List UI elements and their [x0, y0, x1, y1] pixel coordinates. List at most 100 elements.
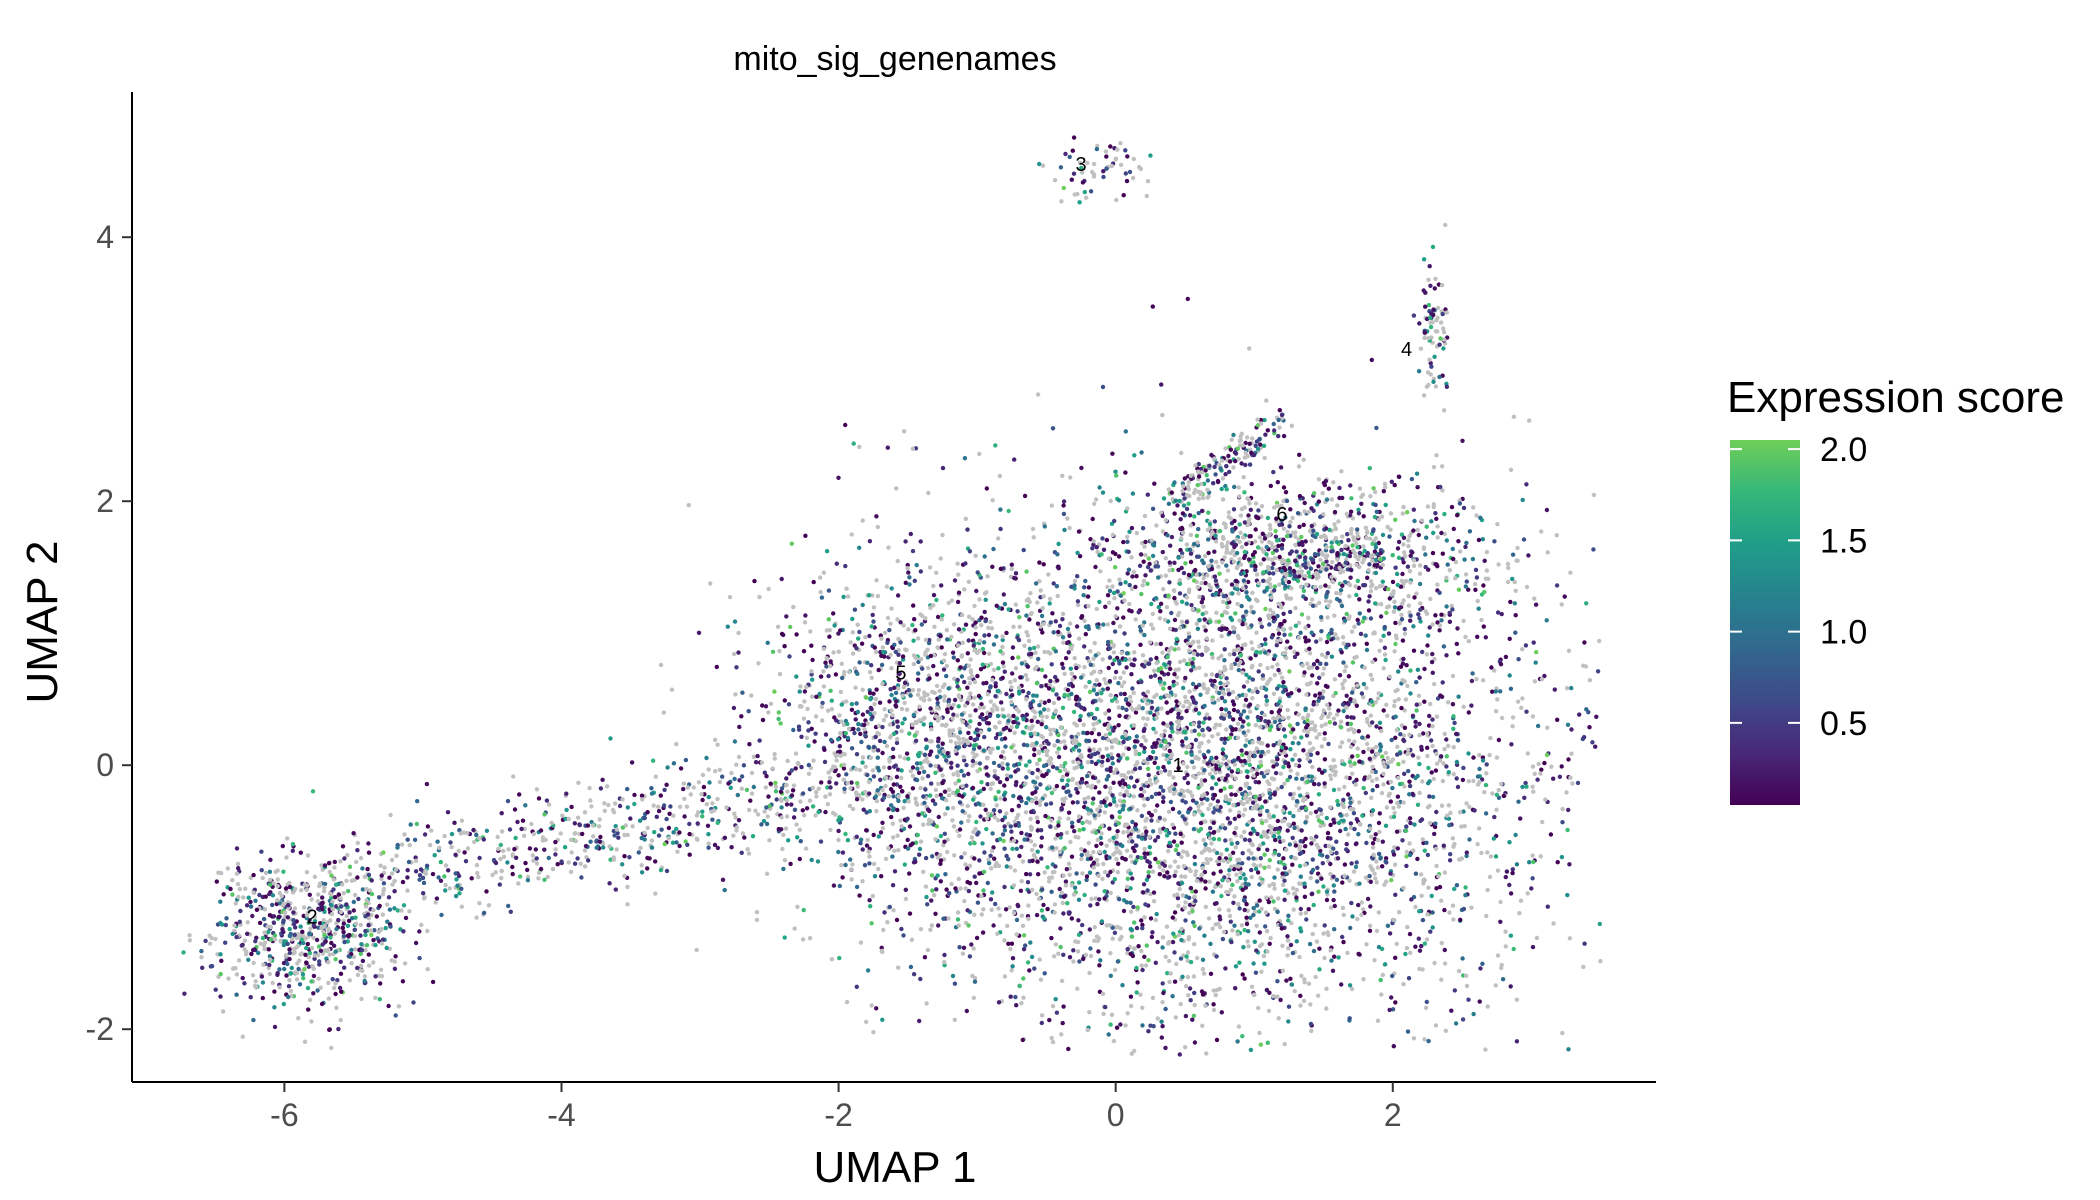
data-point	[1294, 803, 1299, 808]
data-point	[854, 701, 859, 706]
data-point	[1076, 897, 1082, 902]
data-point	[1441, 644, 1447, 649]
data-point	[1350, 771, 1355, 776]
data-point	[1183, 1045, 1188, 1050]
data-point	[1274, 643, 1280, 648]
data-point	[1365, 734, 1371, 739]
data-point	[1354, 841, 1359, 846]
data-point	[1110, 761, 1116, 766]
data-point	[1167, 979, 1172, 985]
data-point	[952, 981, 958, 986]
data-point	[1244, 738, 1250, 743]
data-point	[1532, 596, 1537, 601]
data-point	[1495, 953, 1501, 958]
data-point	[1275, 994, 1280, 999]
data-point	[1061, 665, 1066, 671]
data-point	[1224, 727, 1229, 732]
data-point	[1013, 602, 1018, 607]
data-point	[1438, 693, 1443, 698]
data-point	[1189, 752, 1195, 757]
data-point	[1075, 986, 1080, 991]
data-point	[1360, 735, 1365, 740]
data-point	[1227, 820, 1233, 825]
data-point	[850, 862, 855, 867]
data-point	[1226, 692, 1232, 697]
data-point	[1236, 802, 1241, 807]
data-point	[1064, 830, 1070, 835]
data-point	[1086, 811, 1091, 816]
data-point	[1117, 624, 1123, 629]
data-point	[1217, 925, 1223, 930]
data-point	[1224, 544, 1229, 549]
data-point	[1234, 657, 1240, 663]
data-point	[1246, 856, 1251, 861]
data-point	[1071, 759, 1076, 764]
data-point	[1456, 651, 1461, 656]
data-point	[1246, 579, 1251, 585]
data-point	[1001, 838, 1006, 844]
data-point	[1334, 877, 1340, 882]
data-point	[1417, 909, 1422, 914]
data-point	[1034, 891, 1039, 897]
data-point	[1255, 870, 1261, 875]
data-point	[979, 702, 984, 707]
data-point	[1471, 778, 1476, 784]
data-point	[930, 888, 935, 893]
data-point	[1049, 503, 1055, 508]
data-point	[1373, 832, 1378, 837]
data-point	[1242, 758, 1247, 764]
data-point	[1014, 932, 1019, 937]
data-point	[1181, 761, 1186, 766]
data-point	[1069, 734, 1074, 739]
data-point	[1263, 641, 1268, 647]
data-point	[1288, 768, 1293, 773]
data-point	[1058, 716, 1063, 721]
data-point	[1002, 938, 1007, 943]
data-point	[1069, 854, 1075, 859]
data-point	[1263, 637, 1268, 642]
data-point	[1237, 494, 1242, 499]
data-point	[1304, 814, 1310, 820]
data-point	[1262, 852, 1267, 857]
data-point	[984, 826, 989, 832]
data-point	[1179, 450, 1184, 456]
data-point	[1151, 749, 1156, 755]
data-point	[1354, 703, 1360, 708]
data-point	[1202, 703, 1207, 709]
data-point	[1575, 780, 1581, 786]
data-point	[1349, 861, 1354, 866]
data-point	[1165, 710, 1170, 715]
data-point	[1135, 808, 1140, 813]
data-point	[1246, 758, 1252, 763]
data-point	[1172, 672, 1177, 677]
data-point	[1132, 920, 1137, 925]
data-point	[1378, 977, 1383, 983]
data-point	[1253, 970, 1259, 975]
data-point	[1518, 898, 1524, 903]
data-point	[1102, 810, 1108, 815]
data-point	[1124, 848, 1130, 853]
data-point	[1028, 940, 1033, 945]
data-point	[1286, 715, 1291, 720]
data-point	[1146, 870, 1151, 875]
data-point	[1283, 760, 1288, 766]
data-point	[1425, 745, 1430, 750]
data-point	[1195, 955, 1200, 961]
data-point	[1204, 1051, 1209, 1056]
data-point	[1051, 581, 1056, 586]
data-point	[892, 869, 898, 874]
data-point	[1264, 987, 1270, 993]
data-point	[1076, 932, 1082, 937]
data-point	[1411, 624, 1416, 629]
data-point	[746, 807, 752, 813]
data-point	[809, 672, 814, 677]
data-point	[1272, 672, 1278, 678]
data-point	[1082, 644, 1087, 649]
data-point	[1100, 490, 1106, 495]
data-point	[1363, 875, 1369, 880]
data-point	[1183, 699, 1188, 704]
data-point	[1002, 601, 1008, 607]
data-point	[1566, 1047, 1571, 1052]
data-point	[1171, 679, 1176, 685]
data-point	[1131, 663, 1136, 668]
